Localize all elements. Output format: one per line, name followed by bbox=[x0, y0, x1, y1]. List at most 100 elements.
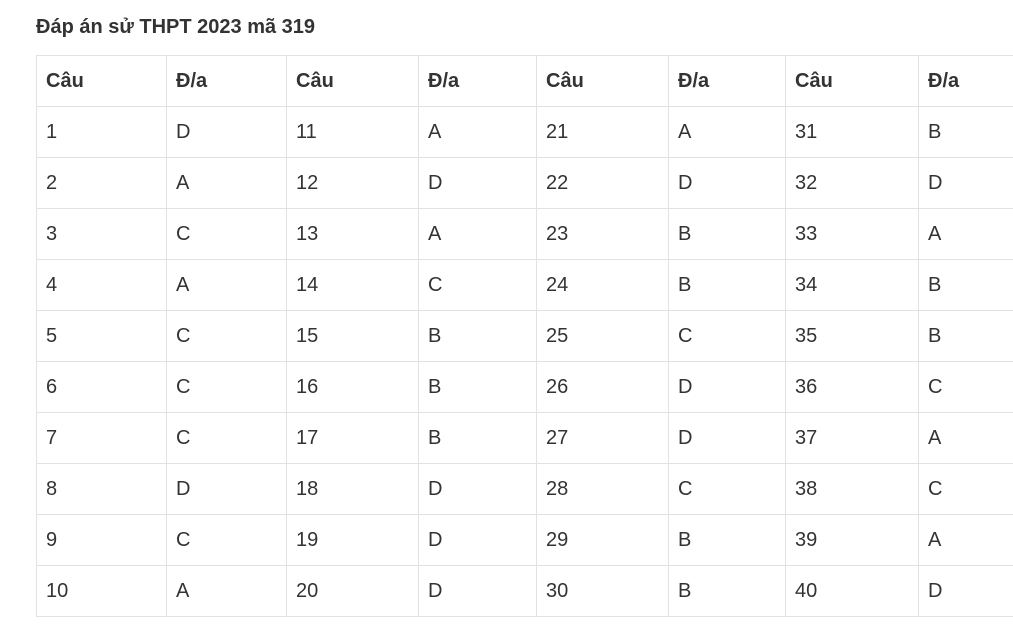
question-cell: 40 bbox=[785, 565, 919, 617]
answer-table: Câu Đ/a Câu Đ/a Câu Đ/a Câu Đ/a 1 D 11 A 21 A 31 B 2 A 12… bbox=[36, 55, 1013, 617]
question-cell: 32 bbox=[785, 157, 919, 209]
question-cell: 25 bbox=[536, 310, 669, 362]
question-cell: 18 bbox=[286, 463, 419, 515]
table-row: 8 D 18 D 28 C 38 C bbox=[36, 463, 1013, 515]
question-cell: 34 bbox=[785, 259, 919, 311]
answer-cell: D bbox=[918, 157, 1013, 209]
question-cell: 6 bbox=[36, 361, 167, 413]
table-row: 1 D 11 A 21 A 31 B bbox=[36, 106, 1013, 158]
answer-cell: C bbox=[918, 463, 1013, 515]
table-body: 1 D 11 A 21 A 31 B 2 A 12 D 22 D 32 D 3 C 13 A 23 B 33 A 4 A 14 C 24… bbox=[36, 106, 1013, 617]
answer-cell: C bbox=[166, 208, 287, 260]
question-cell: 31 bbox=[785, 106, 919, 158]
question-cell: 12 bbox=[286, 157, 419, 209]
answer-cell: A bbox=[166, 259, 287, 311]
table-row: 7 C 17 B 27 D 37 A bbox=[36, 412, 1013, 464]
answer-cell: C bbox=[418, 259, 537, 311]
column-header: Đ/a bbox=[418, 55, 537, 107]
answer-cell: B bbox=[918, 106, 1013, 158]
column-header: Câu bbox=[286, 55, 419, 107]
answer-cell: D bbox=[668, 412, 786, 464]
answer-cell: C bbox=[166, 412, 287, 464]
answer-cell: D bbox=[668, 361, 786, 413]
table-row: 4 A 14 C 24 B 34 B bbox=[36, 259, 1013, 311]
column-header: Đ/a bbox=[918, 55, 1013, 107]
question-cell: 1 bbox=[36, 106, 167, 158]
question-cell: 2 bbox=[36, 157, 167, 209]
answer-cell: D bbox=[918, 565, 1013, 617]
question-cell: 5 bbox=[36, 310, 167, 362]
question-cell: 15 bbox=[286, 310, 419, 362]
answer-cell: B bbox=[668, 208, 786, 260]
question-cell: 20 bbox=[286, 565, 419, 617]
question-cell: 10 bbox=[36, 565, 167, 617]
table-row: 10 A 20 D 30 B 40 D bbox=[36, 565, 1013, 617]
question-cell: 21 bbox=[536, 106, 669, 158]
question-cell: 9 bbox=[36, 514, 167, 566]
answer-cell: C bbox=[918, 361, 1013, 413]
answer-cell: C bbox=[668, 463, 786, 515]
header-row: Câu Đ/a Câu Đ/a Câu Đ/a Câu Đ/a bbox=[36, 55, 1013, 107]
table-row: 2 A 12 D 22 D 32 D bbox=[36, 157, 1013, 209]
question-cell: 38 bbox=[785, 463, 919, 515]
column-header: Câu bbox=[36, 55, 167, 107]
column-header: Câu bbox=[536, 55, 669, 107]
question-cell: 16 bbox=[286, 361, 419, 413]
answer-cell: D bbox=[166, 106, 287, 158]
table-row: 9 C 19 D 29 B 39 A bbox=[36, 514, 1013, 566]
answer-cell: B bbox=[668, 565, 786, 617]
question-cell: 24 bbox=[536, 259, 669, 311]
question-cell: 36 bbox=[785, 361, 919, 413]
question-cell: 3 bbox=[36, 208, 167, 260]
question-cell: 30 bbox=[536, 565, 669, 617]
question-cell: 35 bbox=[785, 310, 919, 362]
table-row: 3 C 13 A 23 B 33 A bbox=[36, 208, 1013, 260]
title: Đáp án sử THPT 2023 mã 319 bbox=[36, 16, 316, 38]
question-cell: 29 bbox=[536, 514, 669, 566]
answer-cell: B bbox=[668, 259, 786, 311]
answer-cell: D bbox=[668, 157, 786, 209]
question-cell: 22 bbox=[536, 157, 669, 209]
question-cell: 13 bbox=[286, 208, 419, 260]
answer-cell: B bbox=[918, 259, 1013, 311]
answer-cell: B bbox=[418, 361, 537, 413]
answer-cell: D bbox=[418, 565, 537, 617]
column-header: Câu bbox=[785, 55, 919, 107]
question-cell: 28 bbox=[536, 463, 669, 515]
answer-cell: B bbox=[918, 310, 1013, 362]
column-header: Đ/a bbox=[668, 55, 786, 107]
answer-cell: C bbox=[166, 514, 287, 566]
table-row: 6 C 16 B 26 D 36 C bbox=[36, 361, 1013, 413]
question-cell: 11 bbox=[286, 106, 419, 158]
question-cell: 14 bbox=[286, 259, 419, 311]
answer-cell: A bbox=[918, 412, 1013, 464]
question-cell: 39 bbox=[785, 514, 919, 566]
table-row: 5 C 15 B 25 C 35 B bbox=[36, 310, 1013, 362]
question-cell: 17 bbox=[286, 412, 419, 464]
answer-cell: D bbox=[166, 463, 287, 515]
answer-cell: D bbox=[418, 463, 537, 515]
answer-cell: B bbox=[668, 514, 786, 566]
answer-cell: C bbox=[668, 310, 786, 362]
answer-cell: A bbox=[418, 106, 537, 158]
question-cell: 26 bbox=[536, 361, 669, 413]
answer-cell: C bbox=[166, 310, 287, 362]
question-cell: 8 bbox=[36, 463, 167, 515]
answer-cell: C bbox=[166, 361, 287, 413]
answer-cell: D bbox=[418, 157, 537, 209]
answer-cell: B bbox=[418, 412, 537, 464]
question-cell: 37 bbox=[785, 412, 919, 464]
column-header: Đ/a bbox=[166, 55, 287, 107]
question-cell: 7 bbox=[36, 412, 167, 464]
question-cell: 33 bbox=[785, 208, 919, 260]
question-cell: 4 bbox=[36, 259, 167, 311]
answer-cell: A bbox=[166, 157, 287, 209]
question-cell: 23 bbox=[536, 208, 669, 260]
answer-cell: A bbox=[668, 106, 786, 158]
question-cell: 27 bbox=[536, 412, 669, 464]
answer-cell: A bbox=[418, 208, 537, 260]
answer-cell: B bbox=[418, 310, 537, 362]
question-cell: 19 bbox=[286, 514, 419, 566]
answer-cell: D bbox=[418, 514, 537, 566]
